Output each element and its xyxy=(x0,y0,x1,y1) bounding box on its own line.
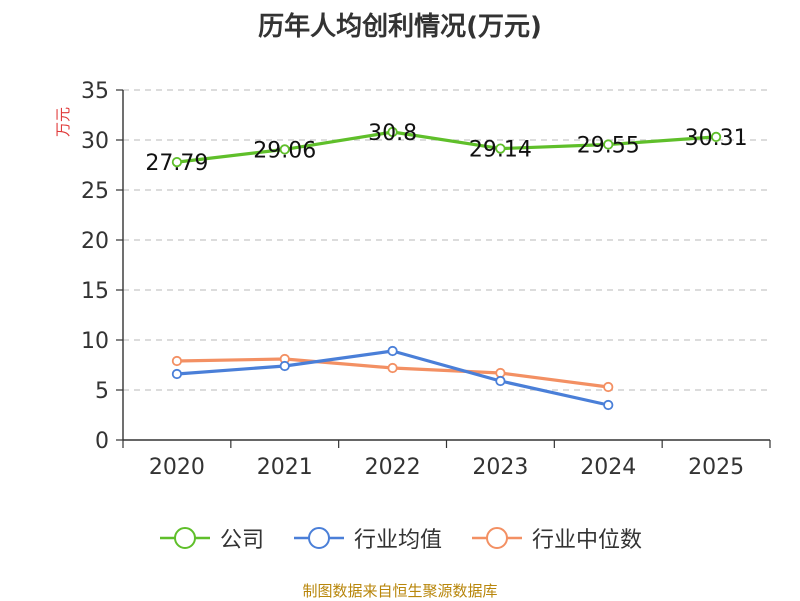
legend: 公司 行业均值 行业中位数 xyxy=(0,518,800,558)
point-industry_avg-2022 xyxy=(387,345,398,357)
series-industry_avg xyxy=(171,345,614,411)
x-tick-label-2020: 2020 xyxy=(149,455,205,480)
point-industry_median-2020 xyxy=(171,355,183,367)
legend-swatch-company xyxy=(159,527,210,549)
x-tick-label-2023: 2023 xyxy=(472,455,528,480)
source-note: 制图数据来自恒生聚源数据库 xyxy=(302,582,498,600)
series xyxy=(171,126,722,411)
point-industry_avg-2023 xyxy=(495,375,506,387)
legend-item-industry-avg[interactable]: 行业均值 xyxy=(292,522,442,554)
x-tick-label-2024: 2024 xyxy=(580,455,636,480)
legend-swatch-industry-avg xyxy=(293,527,344,549)
y-tick-label: 25 xyxy=(81,179,109,204)
point-company-2024 xyxy=(603,139,614,150)
x-tick-label-2025: 2025 xyxy=(688,455,744,480)
series-company xyxy=(171,126,722,168)
line-company xyxy=(176,130,717,164)
y-tick-label: 10 xyxy=(81,329,109,354)
data-label-company-2024: 29.55 xyxy=(577,134,640,159)
legend-label-industry-median: 行业中位数 xyxy=(532,528,643,553)
y-tick-label: 5 xyxy=(95,379,109,404)
point-company-2025 xyxy=(710,131,722,142)
y-tick-label: 20 xyxy=(81,229,109,254)
legend-label-industry-avg: 行业均值 xyxy=(353,528,442,553)
y-tick-label: 0 xyxy=(95,429,109,454)
point-company-2021 xyxy=(279,144,290,155)
chart-title: 历年人均创利情况(万元) xyxy=(258,12,542,42)
x-tick-label-2021: 2021 xyxy=(257,455,313,480)
point-industry_median-2022 xyxy=(387,362,398,374)
data-label-company-2025: 30.31 xyxy=(685,126,748,151)
data-label-company-2023: 29.14 xyxy=(469,138,532,163)
point-company-2022 xyxy=(387,126,398,138)
legend-item-industry-median[interactable]: 行业中位数 xyxy=(470,522,642,554)
legend-swatch-industry-median xyxy=(472,527,522,549)
y-tick-label: 30 xyxy=(81,129,109,154)
point-industry_avg-2021 xyxy=(279,360,290,372)
point-industry_median-2024 xyxy=(603,381,614,393)
point-industry_avg-2020 xyxy=(171,368,183,380)
series-industry_median xyxy=(171,353,614,393)
point-company-2020 xyxy=(171,157,183,168)
data-label-company-2022: 30.8 xyxy=(368,121,417,146)
point-industry_avg-2024 xyxy=(603,399,614,411)
data-labels: 27.79 29.06 30.8 29.14 29.55 30.31 xyxy=(145,121,747,176)
y-axis-title: 万元 xyxy=(54,107,72,137)
grid-lines xyxy=(123,89,770,391)
y-tick-label: 15 xyxy=(81,279,109,304)
x-tick-label-2022: 2022 xyxy=(365,455,421,480)
legend-item-company[interactable]: 公司 xyxy=(158,522,264,554)
data-label-company-2021: 29.06 xyxy=(253,138,316,163)
legend-label-company: 公司 xyxy=(219,528,264,553)
data-label-company-2020: 27.79 xyxy=(145,151,208,176)
point-company-2023 xyxy=(495,143,506,154)
y-tick-label: 35 xyxy=(81,79,109,104)
